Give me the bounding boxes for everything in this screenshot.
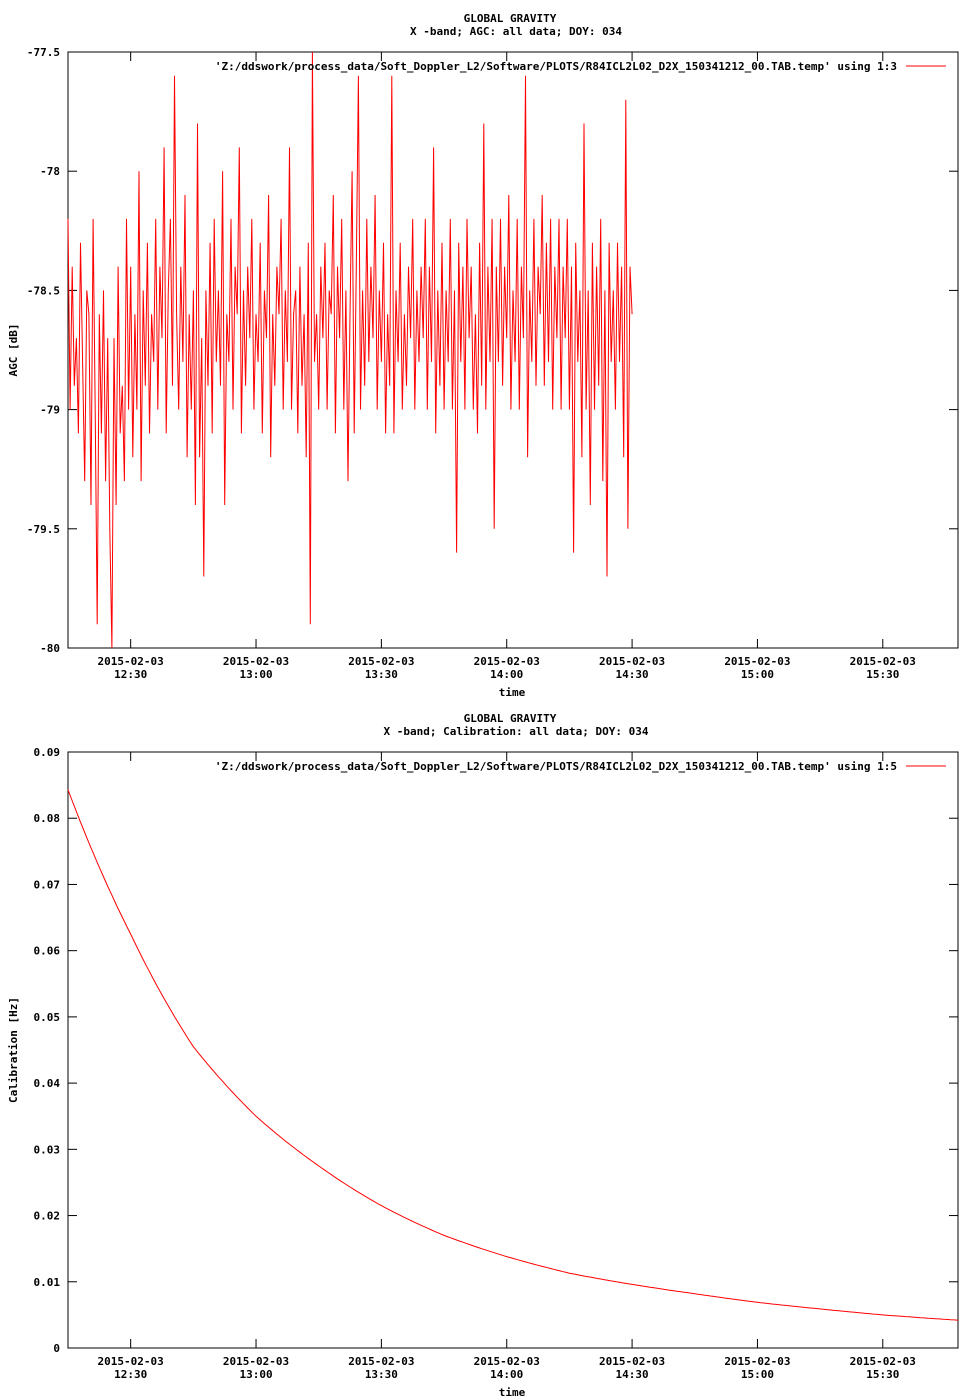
y-tick-label: -77.5 (27, 46, 60, 59)
calibration-y-ticks: 0 0.01 0.02 0.03 0.04 0.05 0.06 0.07 0.08 0.09 (34, 746, 958, 1355)
calibration-legend-label: 'Z:/ddswork/process_data/Soft_Doppler_L2… (215, 760, 897, 773)
x-tick-time-label: 13:30 (365, 668, 398, 681)
x-tick-date-label: 2015-02-03 (223, 1355, 289, 1368)
calibration-series-line (67, 789, 959, 1321)
x-tick-time-label: 15:00 (741, 668, 774, 681)
x-tick-date-label: 2015-02-03 (599, 1355, 665, 1368)
agc-chart: GLOBAL GRAVITY X -band; AGC: all data; D… (7, 12, 959, 699)
calibration-chart-title: GLOBAL GRAVITY (464, 712, 557, 725)
agc-series-line (67, 51, 633, 649)
y-tick-label: -79 (40, 404, 60, 417)
y-tick-label: 0.05 (34, 1011, 61, 1024)
y-tick-label: 0.07 (34, 878, 61, 891)
x-tick-time-label: 15:00 (741, 1368, 774, 1381)
y-tick-label: 0.06 (34, 945, 61, 958)
agc-chart-subtitle: X -band; AGC: all data; DOY: 034 (410, 25, 622, 38)
x-tick-time-label: 12:30 (114, 668, 147, 681)
y-tick-label: 0 (53, 1342, 60, 1355)
y-tick-label: 0.02 (34, 1210, 61, 1223)
y-tick-label: -79.5 (27, 523, 60, 536)
x-tick-date-label: 2015-02-03 (98, 1355, 164, 1368)
y-tick-label: 0.01 (34, 1276, 61, 1289)
x-tick-time-label: 14:30 (616, 1368, 649, 1381)
x-tick-date-label: 2015-02-03 (474, 1355, 540, 1368)
x-tick-date-label: 2015-02-03 (599, 655, 665, 668)
x-tick-date-label: 2015-02-03 (348, 1355, 414, 1368)
x-tick-time-label: 15:30 (866, 668, 899, 681)
agc-chart-title: GLOBAL GRAVITY (464, 12, 557, 25)
calibration-chart: GLOBAL GRAVITY X -band; Calibration: all… (7, 712, 959, 1399)
x-tick-time-label: 14:00 (490, 668, 523, 681)
x-tick-date-label: 2015-02-03 (724, 1355, 790, 1368)
x-tick-time-label: 13:00 (239, 668, 272, 681)
y-tick-label: -78 (40, 165, 60, 178)
x-tick-time-label: 13:00 (239, 1368, 272, 1381)
x-tick-time-label: 15:30 (866, 1368, 899, 1381)
agc-legend-label: 'Z:/ddswork/process_data/Soft_Doppler_L2… (215, 60, 897, 73)
y-tick-label: 0.08 (34, 812, 61, 825)
calibration-chart-subtitle: X -band; Calibration: all data; DOY: 034 (384, 725, 649, 738)
x-tick-date-label: 2015-02-03 (850, 655, 916, 668)
x-tick-time-label: 12:30 (114, 1368, 147, 1381)
agc-x-axis-label: time (499, 686, 526, 699)
x-tick-time-label: 14:30 (616, 668, 649, 681)
calibration-x-ticks: 2015-02-0312:302015-02-0313:002015-02-03… (98, 752, 916, 1381)
agc-y-axis-label: AGC [dB] (7, 324, 20, 377)
calibration-plot-frame (67, 751, 959, 1349)
agc-plot-frame (67, 51, 959, 649)
y-tick-label: -80 (40, 642, 60, 655)
x-tick-date-label: 2015-02-03 (474, 655, 540, 668)
x-tick-date-label: 2015-02-03 (348, 655, 414, 668)
x-tick-time-label: 14:00 (490, 1368, 523, 1381)
y-tick-label: 0.04 (34, 1077, 61, 1090)
x-tick-time-label: 13:30 (365, 1368, 398, 1381)
y-tick-label: 0.03 (34, 1143, 61, 1156)
calibration-y-axis-label: Calibration [Hz] (7, 997, 20, 1103)
x-tick-date-label: 2015-02-03 (850, 1355, 916, 1368)
agc-x-ticks: 2015-02-0312:302015-02-0313:002015-02-03… (98, 52, 916, 681)
y-tick-label: -78.5 (27, 284, 60, 297)
x-tick-date-label: 2015-02-03 (724, 655, 790, 668)
calibration-x-axis-label: time (499, 1386, 526, 1399)
x-tick-date-label: 2015-02-03 (98, 655, 164, 668)
agc-y-ticks: -77.5 -78 -78.5 -79 -79.5 -80 (27, 46, 958, 655)
y-tick-label: 0.09 (34, 746, 61, 759)
x-tick-date-label: 2015-02-03 (223, 655, 289, 668)
